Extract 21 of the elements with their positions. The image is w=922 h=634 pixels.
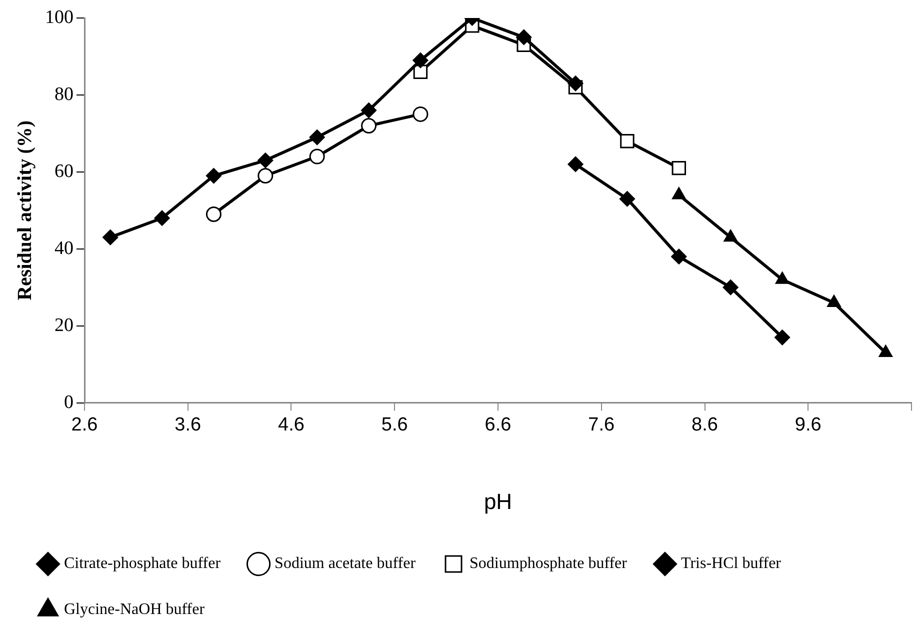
y-tick-label: 80 bbox=[54, 84, 74, 105]
legend-label: Citrate-phosphate buffer bbox=[64, 555, 222, 572]
legend-label: Tris-HCl buffer bbox=[680, 555, 782, 572]
x-tick-label: 3.6 bbox=[174, 414, 202, 436]
x-tick-label: 6.6 bbox=[484, 414, 512, 436]
y-tick-label: 60 bbox=[54, 160, 74, 182]
legend-label: Sodiumphosphate buffer bbox=[470, 555, 628, 572]
x-tick-label: 7.6 bbox=[588, 414, 615, 436]
y-tick-label: 40 bbox=[54, 238, 74, 259]
x-axis-title: pH bbox=[484, 488, 512, 514]
x-tick-label: 2.6 bbox=[71, 414, 98, 436]
x-tick-label: 5.6 bbox=[381, 414, 408, 436]
y-tick-label: 100 bbox=[45, 6, 74, 28]
legend-label: Sodium acetate buffer bbox=[274, 555, 416, 572]
x-tick-label: 8.6 bbox=[692, 414, 718, 436]
legend-label: Glycine-NaOH buffer bbox=[64, 601, 206, 618]
y-tick-label: 0 bbox=[64, 392, 74, 413]
y-axis-title: Residuel activity (%) bbox=[14, 120, 36, 300]
x-tick-label: 9.6 bbox=[794, 414, 822, 436]
y-tick-label: 20 bbox=[54, 314, 74, 336]
x-tick-label: 4.6 bbox=[278, 414, 304, 436]
